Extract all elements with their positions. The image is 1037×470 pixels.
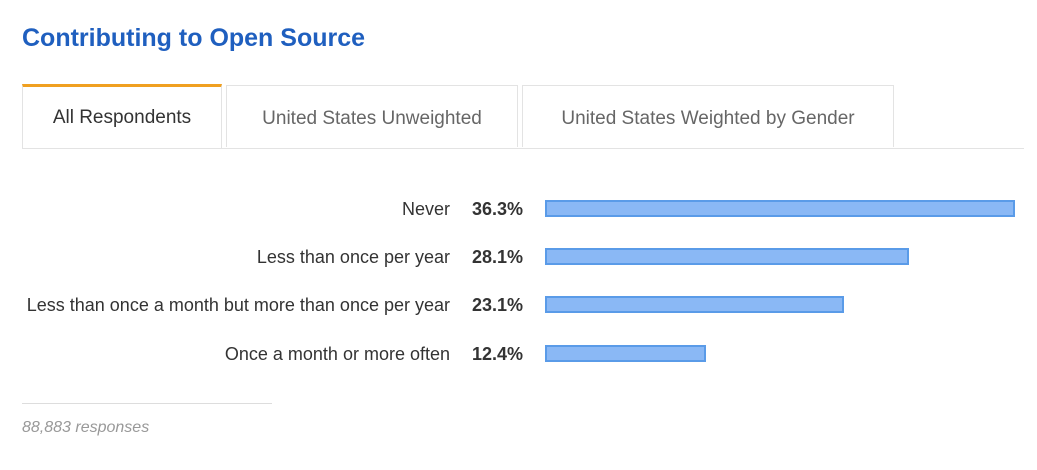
bar bbox=[545, 345, 706, 362]
category-label: Less than once per year bbox=[256, 247, 450, 267]
tab[interactable]: United States Weighted by Gender bbox=[522, 85, 894, 147]
bar bbox=[545, 296, 845, 313]
bar bbox=[545, 200, 1015, 217]
tab[interactable]: United States Unweighted bbox=[226, 85, 518, 147]
tab[interactable]: All Respondents bbox=[22, 84, 222, 148]
category-label: Once a month or more often bbox=[224, 344, 450, 364]
tab-bar: All Respondents United States Unweighted U… bbox=[22, 84, 1024, 149]
category-label: Less than once a month but more than onc… bbox=[26, 295, 450, 315]
separator bbox=[22, 403, 272, 404]
value-label: 36.3% bbox=[472, 199, 524, 219]
value-label: 28.1% bbox=[472, 247, 524, 267]
value-label: 12.4% bbox=[472, 344, 524, 364]
category-label: Never bbox=[401, 199, 450, 219]
value-label: 23.1% bbox=[472, 295, 524, 315]
response-count: 88,883 responses bbox=[22, 419, 150, 436]
bar bbox=[545, 248, 909, 265]
chart-title: Contributing to Open Source bbox=[22, 24, 366, 52]
